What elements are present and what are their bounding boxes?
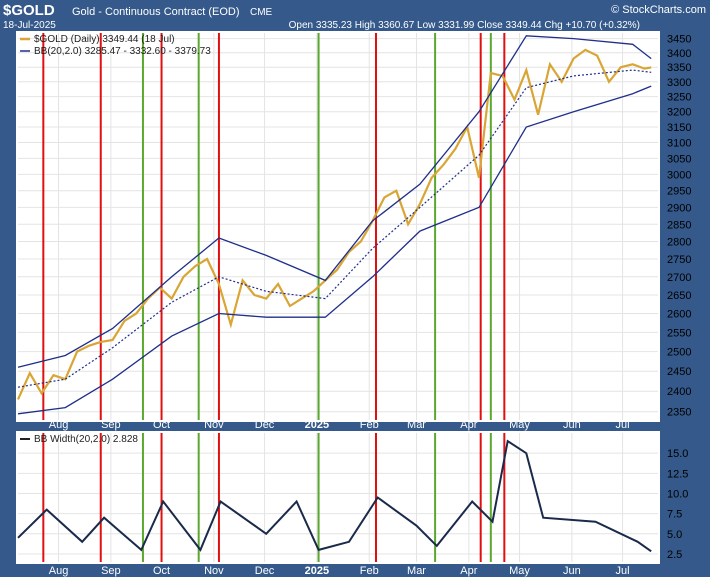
indicator-grid — [18, 433, 658, 562]
x-tick-label: Nov — [204, 419, 224, 431]
price-tick-label: 2850 — [667, 219, 691, 231]
x-tick-label-lower: Aug — [49, 565, 69, 577]
description-text: Gold - Continuous Contract (EOD) — [72, 6, 240, 18]
x-tick-label-lower: Dec — [255, 565, 275, 577]
price-tick-label: 3300 — [667, 77, 691, 89]
x-tick-label-lower: May — [509, 565, 530, 577]
x-axis-labels: Aug Aug Sep Sep Oct Oct Nov Nov Dec Dec 2025 2025 Fe… — [49, 419, 630, 577]
indicator-marker-lines — [42, 433, 506, 562]
x-tick-label-lower: Nov — [204, 565, 224, 577]
indicator-legend: BB Width(20,2.0) 2.828 — [20, 434, 138, 445]
price-tick-label: 2400 — [667, 386, 691, 398]
price-tick-label: 3200 — [667, 107, 691, 119]
price-tick-label: 2950 — [667, 186, 691, 198]
symbol-text: $GOLD — [3, 2, 55, 19]
bb-width-line — [17, 439, 652, 553]
indicator-tick-label: 12.5 — [667, 468, 688, 480]
x-tick-label: Mar — [407, 419, 426, 431]
indicator-tick-label: 5.0 — [667, 529, 682, 541]
price-tick-label: 2550 — [667, 327, 691, 339]
chart-header: $GOLD Gold - Continuous Contract (EOD) C… — [3, 2, 706, 31]
price-tick-label: 2500 — [667, 347, 691, 359]
price-marker-lines — [42, 33, 506, 420]
legend-label: BB(20,2.0) 3285.47 - 3332.60 - 3379.73 — [34, 46, 211, 57]
x-tick-label: 2025 — [305, 419, 329, 431]
x-tick-label: Sep — [101, 419, 121, 431]
x-tick-label-lower: Jun — [563, 565, 581, 577]
price-tick-label: 2800 — [667, 236, 691, 248]
x-tick-label: Oct — [153, 419, 170, 431]
x-tick-label: Jun — [563, 419, 581, 431]
price-tick-label: 3250 — [667, 92, 691, 104]
price-panel — [16, 31, 660, 422]
x-tick-label: Apr — [460, 419, 477, 431]
price-tick-label: 3050 — [667, 153, 691, 165]
x-tick-label-lower: Mar — [407, 565, 426, 577]
legend-label: $GOLD (Daily) 3349.44 (18 Jul) — [34, 34, 175, 45]
x-tick-label-lower: Apr — [460, 565, 477, 577]
price-tick-label: 3100 — [667, 138, 691, 150]
bb-upper-line — [17, 35, 652, 368]
price-tick-label: 3000 — [667, 169, 691, 181]
close-line — [16, 48, 652, 400]
x-tick-label: Feb — [360, 419, 379, 431]
price-tick-label: 3350 — [667, 62, 691, 74]
x-tick-label-lower: Jul — [616, 565, 630, 577]
price-tick-label: 2650 — [667, 290, 691, 302]
price-tick-label: 2450 — [667, 366, 691, 378]
price-axis-ticks: 2350 2400 2450 2500 2550 2600 2650 2700 2750 2800… — [667, 34, 691, 419]
x-tick-label: Jul — [616, 419, 630, 431]
x-tick-label-lower: Sep — [101, 565, 121, 577]
x-tick-label: May — [509, 419, 530, 431]
indicator-tick-label: 15.0 — [667, 448, 688, 460]
legend-label-lower: BB Width(20,2.0) 2.828 — [34, 434, 138, 445]
indicator-series — [17, 439, 652, 553]
x-tick-label-lower: Oct — [153, 565, 170, 577]
price-tick-label: 2750 — [667, 254, 691, 266]
indicator-axis-ticks: 2.5 5.0 7.5 10.0 12.5 15.0 — [667, 448, 688, 561]
price-tick-label: 2700 — [667, 272, 691, 284]
indicator-tick-label: 7.5 — [667, 509, 682, 521]
x-tick-label: Dec — [255, 419, 275, 431]
price-series — [16, 35, 652, 415]
indicator-tick-label: 10.0 — [667, 488, 688, 500]
price-tick-label: 3150 — [667, 122, 691, 134]
exchange-text: CME — [250, 7, 273, 18]
price-tick-label: 3450 — [667, 34, 691, 46]
x-tick-label: Aug — [49, 419, 69, 431]
x-tick-label-lower: Feb — [360, 565, 379, 577]
price-tick-label: 3400 — [667, 48, 691, 60]
price-tick-label: 2600 — [667, 308, 691, 320]
bb-middle-line — [17, 69, 652, 388]
price-tick-label: 2350 — [667, 407, 691, 419]
price-legend: $GOLD (Daily) 3349.44 (18 Jul)BB(20,2.0)… — [20, 34, 211, 57]
ohlc-text: Open 3335.23 High 3360.67 Low 3331.99 Cl… — [289, 20, 640, 31]
price-tick-label: 2900 — [667, 202, 691, 214]
watermark-text: © StockCharts.com — [611, 4, 706, 16]
x-tick-label-lower: 2025 — [305, 565, 329, 577]
date-text: 18-Jul-2025 — [3, 20, 56, 31]
indicator-tick-label: 2.5 — [667, 549, 682, 561]
bb-lower-line — [17, 85, 652, 415]
